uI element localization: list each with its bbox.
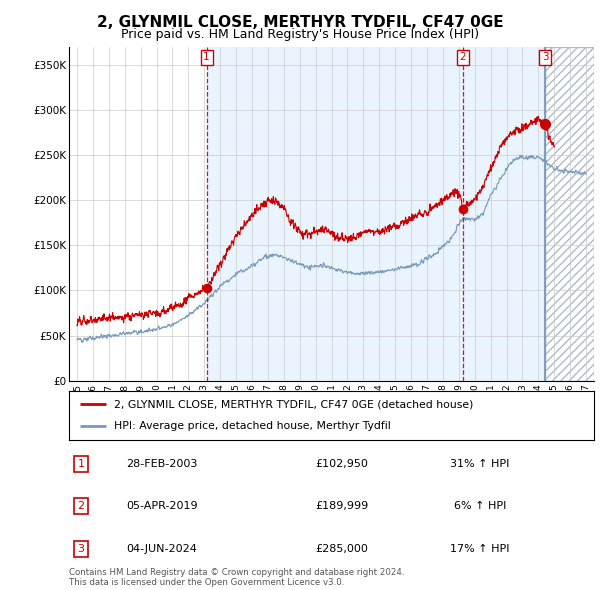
Text: 1: 1 — [203, 52, 210, 62]
Bar — [545, 47, 594, 381]
Text: 2, GLYNMIL CLOSE, MERTHYR TYDFIL, CF47 0GE: 2, GLYNMIL CLOSE, MERTHYR TYDFIL, CF47 0… — [97, 15, 503, 30]
Text: 2: 2 — [460, 52, 466, 62]
Text: £189,999: £189,999 — [316, 502, 368, 511]
Text: 3: 3 — [542, 52, 548, 62]
Bar — [206, 47, 545, 381]
Text: £102,950: £102,950 — [316, 459, 368, 468]
Text: 31% ↑ HPI: 31% ↑ HPI — [451, 459, 509, 468]
Text: 17% ↑ HPI: 17% ↑ HPI — [450, 544, 510, 553]
Text: 6% ↑ HPI: 6% ↑ HPI — [454, 502, 506, 511]
Text: £285,000: £285,000 — [316, 544, 368, 553]
Text: 2: 2 — [77, 502, 85, 511]
Text: Price paid vs. HM Land Registry's House Price Index (HPI): Price paid vs. HM Land Registry's House … — [121, 28, 479, 41]
Text: 28-FEB-2003: 28-FEB-2003 — [127, 459, 197, 468]
Text: 04-JUN-2024: 04-JUN-2024 — [127, 544, 197, 553]
Text: HPI: Average price, detached house, Merthyr Tydfil: HPI: Average price, detached house, Mert… — [113, 421, 391, 431]
Text: 3: 3 — [77, 544, 85, 553]
Text: 2, GLYNMIL CLOSE, MERTHYR TYDFIL, CF47 0GE (detached house): 2, GLYNMIL CLOSE, MERTHYR TYDFIL, CF47 0… — [113, 399, 473, 409]
Text: 05-APR-2019: 05-APR-2019 — [126, 502, 198, 511]
Text: Contains HM Land Registry data © Crown copyright and database right 2024.
This d: Contains HM Land Registry data © Crown c… — [69, 568, 404, 587]
Text: 1: 1 — [77, 459, 85, 468]
